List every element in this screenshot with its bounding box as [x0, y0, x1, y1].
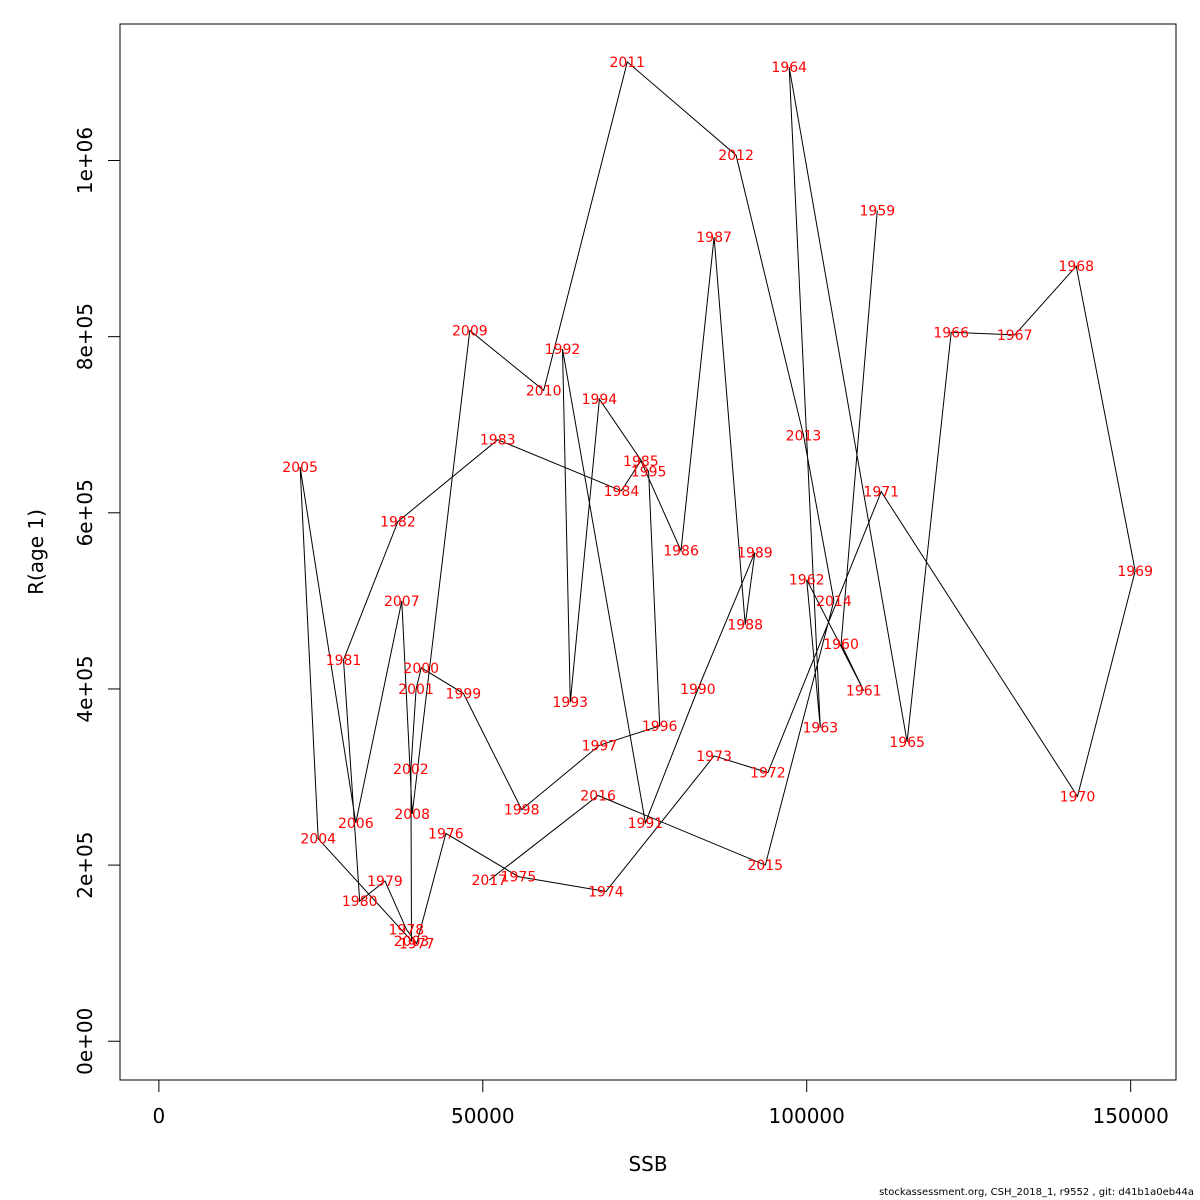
- point-label-1993: 1993: [552, 695, 588, 711]
- point-label-1982: 1982: [380, 515, 416, 531]
- point-label-1969: 1969: [1117, 564, 1153, 580]
- point-label-1989: 1989: [737, 545, 773, 561]
- point-label-1992: 1992: [545, 342, 581, 358]
- point-label-1959: 1959: [860, 204, 896, 220]
- point-label-1997: 1997: [582, 738, 618, 754]
- point-label-1995: 1995: [631, 464, 667, 480]
- point-label-2002: 2002: [393, 762, 429, 778]
- point-labels: 1959 1960 1961 1962 1963 1964 1965 1966 1967 1968…: [282, 55, 1153, 953]
- point-label-1979: 1979: [367, 874, 403, 890]
- point-label-1990: 1990: [680, 682, 716, 698]
- point-label-2003: 2003: [394, 934, 430, 950]
- point-label-2000: 2000: [403, 661, 439, 677]
- point-label-1965: 1965: [889, 735, 925, 751]
- point-label-2001: 2001: [398, 682, 434, 698]
- point-label-1977: 1977: [399, 936, 435, 952]
- series-path: [299, 60, 1136, 945]
- point-label-1991: 1991: [628, 816, 664, 832]
- point-label-2009: 2009: [452, 323, 488, 339]
- point-label-2004: 2004: [300, 832, 336, 848]
- point-label-1966: 1966: [933, 325, 969, 341]
- y-axis: 0e+00 2e+05 4e+05 6e+05 8e+05 1e+06: [73, 127, 121, 1075]
- point-label-2012: 2012: [718, 148, 754, 164]
- series-line: [299, 60, 1136, 945]
- point-label-2016: 2016: [580, 789, 616, 805]
- point-label-1971: 1971: [863, 485, 899, 501]
- point-label-1994: 1994: [582, 392, 618, 408]
- y-axis-title: R(age 1): [24, 509, 48, 595]
- point-label-1963: 1963: [803, 721, 839, 737]
- point-label-1996: 1996: [642, 719, 678, 735]
- point-label-1998: 1998: [504, 803, 540, 819]
- point-label-1973: 1973: [696, 749, 732, 765]
- footer-credit: stockassessment.org, CSH_2018_1, r9552 ,…: [879, 1187, 1194, 1198]
- x-tick-label: 150000: [1092, 1104, 1168, 1128]
- x-axis-title: SSB: [628, 1152, 667, 1176]
- point-label-1980: 1980: [342, 894, 378, 910]
- x-axis: 0 50000 100000 150000: [153, 1079, 1169, 1128]
- y-tick-label: 1e+06: [73, 127, 97, 194]
- point-label-1974: 1974: [588, 885, 624, 901]
- point-label-1999: 1999: [446, 686, 482, 702]
- point-label-2010: 2010: [526, 383, 562, 399]
- point-label-1972: 1972: [750, 766, 786, 782]
- y-tick-label: 8e+05: [73, 303, 97, 370]
- x-tick-label: 50000: [451, 1104, 515, 1128]
- point-label-2006: 2006: [338, 816, 374, 832]
- point-label-1967: 1967: [997, 328, 1033, 344]
- plot-frame: [119, 23, 1177, 1081]
- y-tick-label: 2e+05: [73, 831, 97, 898]
- point-label-1988: 1988: [727, 618, 763, 634]
- point-label-1978: 1978: [389, 922, 425, 938]
- x-tick-label: 100000: [769, 1104, 845, 1128]
- point-label-2014: 2014: [816, 594, 852, 610]
- point-label-2011: 2011: [609, 55, 645, 71]
- point-label-2008: 2008: [394, 807, 430, 823]
- point-label-1983: 1983: [480, 433, 516, 449]
- y-tick-label: 6e+05: [73, 479, 97, 546]
- x-tick-label: 0: [153, 1104, 166, 1128]
- point-label-2005: 2005: [282, 460, 318, 476]
- point-label-1984: 1984: [604, 484, 640, 500]
- point-label-1964: 1964: [771, 60, 807, 76]
- point-label-1975: 1975: [501, 870, 537, 886]
- point-label-2015: 2015: [747, 858, 783, 874]
- y-tick-label: 4e+05: [73, 655, 97, 722]
- point-label-1960: 1960: [823, 637, 859, 653]
- point-label-2017: 2017: [471, 873, 507, 889]
- point-label-1976: 1976: [428, 826, 464, 842]
- point-label-1961: 1961: [846, 684, 882, 700]
- point-label-1962: 1962: [789, 573, 825, 589]
- point-label-1968: 1968: [1058, 259, 1094, 275]
- point-label-2007: 2007: [384, 594, 420, 610]
- point-label-1987: 1987: [696, 230, 732, 246]
- point-label-1986: 1986: [663, 544, 699, 560]
- point-label-1970: 1970: [1060, 789, 1096, 805]
- point-label-1985: 1985: [623, 454, 659, 470]
- y-tick-label: 0e+00: [73, 1008, 97, 1075]
- point-label-2013: 2013: [786, 428, 822, 444]
- point-label-1981: 1981: [326, 653, 362, 669]
